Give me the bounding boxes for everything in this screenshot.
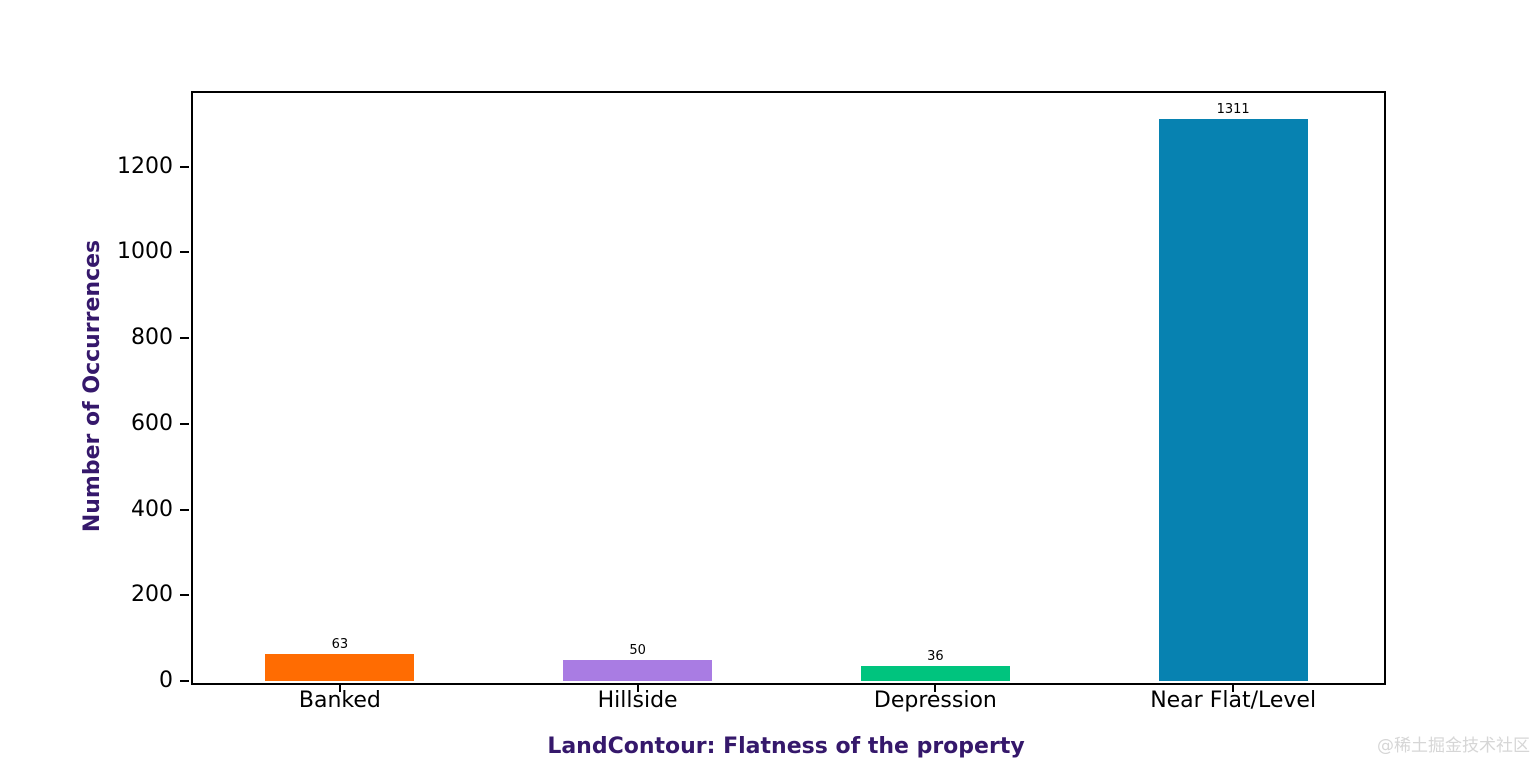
x-tick-mark [338,683,341,692]
bar-value-label: 1311 [1216,102,1250,118]
y-tick-mark [180,337,189,340]
y-tick-mark [180,251,189,254]
bar-banked [265,653,415,681]
x-axis-label: LandContour: Flatness of the property [547,734,1025,759]
x-tick-label: Depression [873,688,997,713]
y-tick-label: 200 [131,582,173,608]
y-tick-label: 800 [131,325,173,351]
watermark-text: @稀土掘金技术社区 [1377,736,1530,756]
bar-value-label: 50 [629,642,646,658]
y-tick-label: 0 [159,668,173,693]
x-tick-label: Banked [298,688,381,713]
bar-value-label: 36 [927,648,944,664]
y-axis-label: Number of Occurrences [80,239,105,533]
bar-near-flat-level [1158,119,1308,681]
x-tick-mark [636,683,639,692]
y-tick-label: 400 [131,496,173,522]
bar-hillside [563,659,713,681]
x-tick-label: Hillside [597,688,678,713]
y-tick-label: 1000 [117,239,173,265]
x-tick-label: Near Flat/Level [1150,688,1317,713]
y-tick-label: 600 [131,410,173,436]
y-tick-mark [180,422,189,425]
bar-value-label: 63 [331,636,349,652]
y-tick-mark [180,594,189,597]
y-tick-mark [180,680,189,682]
y-tick-label: 1200 [117,153,173,179]
y-tick-mark [180,508,189,511]
x-tick-mark [934,683,937,692]
x-tick-mark [1232,683,1235,692]
y-tick-mark [180,165,189,168]
bar-depression [860,665,1010,681]
